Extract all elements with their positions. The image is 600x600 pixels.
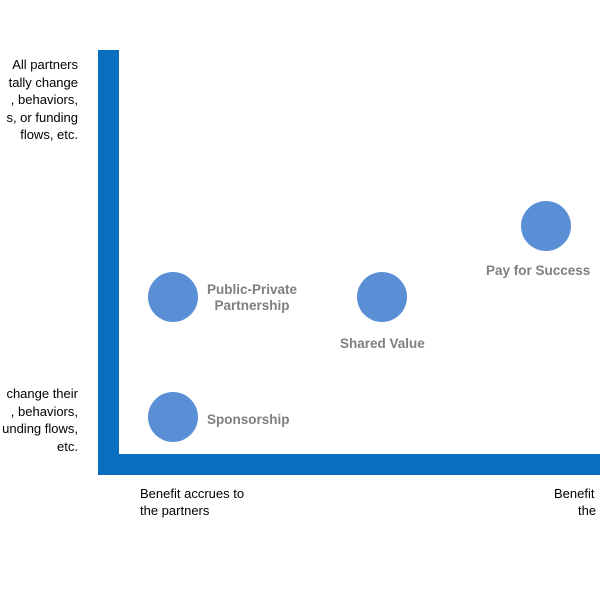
shared-value-label-line: Shared Value bbox=[340, 336, 425, 351]
pay-for-success-dot bbox=[521, 201, 571, 251]
y-axis-top-label-line: tally change bbox=[8, 74, 78, 90]
y-axis-top-label-line: All partners bbox=[12, 57, 78, 72]
y-axis-bottom-label: change their , behaviors, unding flows, … bbox=[2, 385, 78, 455]
x-axis-right-label: Benefit the bbox=[554, 485, 596, 519]
sponsorship-label-line: Sponsorship bbox=[207, 412, 290, 427]
public-private-partnership-label-line: Partnership bbox=[214, 298, 290, 313]
sponsorship-dot bbox=[148, 392, 198, 442]
y-axis-bottom-label-line: etc. bbox=[57, 438, 78, 454]
shared-value-label: Shared Value bbox=[340, 336, 425, 352]
y-axis-top-label-line: flows, etc. bbox=[20, 127, 78, 142]
y-axis-top-label: All partners tally change , behaviors, s… bbox=[6, 56, 78, 144]
y-axis-bottom-label-line: unding flows, bbox=[2, 421, 78, 436]
y-axis-top-label-line: s, or funding bbox=[6, 109, 78, 125]
y-axis-bottom-label-line: , behaviors, bbox=[10, 403, 78, 419]
x-axis-left-label: Benefit accrues to the partners bbox=[140, 485, 244, 519]
x-axis-left-label-line: the partners bbox=[140, 503, 210, 518]
public-private-partnership-label-line: Public-Private bbox=[207, 282, 298, 297]
x-axis-right-label-line: Benefit bbox=[554, 486, 595, 501]
x-axis-right-label-line: the bbox=[578, 503, 597, 518]
x-axis-bar bbox=[98, 454, 600, 475]
x-axis-left-label-line: Benefit accrues to bbox=[140, 486, 245, 501]
y-axis-bar bbox=[98, 50, 119, 475]
public-private-partnership-label: Public-Private Partnership bbox=[207, 282, 297, 314]
y-axis-bottom-label-line: change their bbox=[6, 386, 78, 401]
shared-value-dot bbox=[357, 272, 407, 322]
pay-for-success-label-line: Pay for Success bbox=[486, 263, 591, 278]
sponsorship-label: Sponsorship bbox=[207, 412, 290, 428]
public-private-partnership-dot bbox=[148, 272, 198, 322]
y-axis-top-label-line: , behaviors, bbox=[10, 92, 78, 107]
pay-for-success-label: Pay for Success bbox=[486, 263, 590, 279]
